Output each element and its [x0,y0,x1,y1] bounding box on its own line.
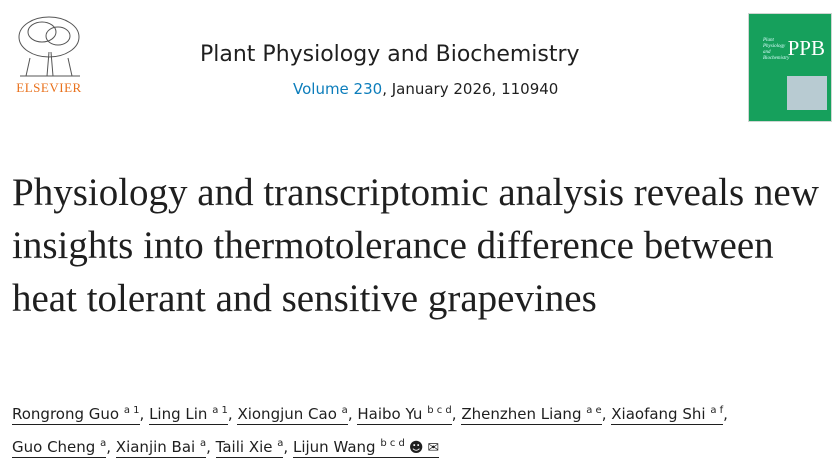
cover-text: PPB [787,36,825,60]
affiliation-sup: a 1 [123,405,140,416]
elsevier-tree-logo[interactable] [10,12,88,97]
author-link[interactable]: Rongrong Guo a 1 [12,405,140,425]
author-name: Lijun Wang [292,438,376,456]
author-name: Taili Xie [215,438,273,456]
author-name: Xiaofang Shi [611,405,706,423]
affiliation-sup: a [100,438,107,449]
author-link[interactable]: Xiaofang Shi a f [611,405,724,425]
author-name: Xiongjun Cao [237,405,337,423]
volume-link[interactable]: Volume 230 [293,80,383,98]
journal-title-link[interactable]: Plant Physiology and Biochemistry [200,42,580,67]
publisher-name: ELSEVIER [16,80,82,95]
issue-info: Volume 230, January 2026, 110940 [293,80,559,98]
envelope-icon: ✉ [427,440,440,456]
author-list: Rongrong Guo a 1, Ling Lin a 1, Xiongjun… [12,396,832,463]
author-link[interactable]: Xiongjun Cao a [237,405,348,425]
author-name: Xianjin Bai [115,438,196,456]
author-link[interactable]: Taili Xie a [215,438,284,458]
author-link[interactable]: Lijun Wang b c d ☻ ✉ [292,438,440,458]
affiliation-sup: a [341,405,348,416]
author-name: Guo Cheng [12,438,96,456]
author-link[interactable]: Guo Cheng a [12,438,107,458]
person-icon: ☻ [408,440,424,456]
author-link[interactable]: Xianjin Bai a [115,438,207,458]
author-link[interactable]: Ling Lin a 1 [149,405,228,425]
affiliation-sup: a [199,438,207,449]
affiliation-sup: a e [586,405,602,416]
journal-cover[interactable]: Plant Physiology and Biochemistry PPB [748,13,832,122]
author-name: Rongrong Guo [12,405,120,423]
affiliation-sup: a f [710,405,724,416]
affiliation-sup: b c d [427,405,452,416]
author-link[interactable]: Zhenzhen Liang a e [461,405,602,425]
cover-image [787,76,827,110]
author-name: Haibo Yu [357,405,423,423]
affiliation-sup: a 1 [212,405,228,416]
author-name: Zhenzhen Liang [461,405,582,423]
affiliation-sup: b c d [380,438,405,449]
affiliation-sup: a [277,438,284,449]
article-title: Physiology and transcriptomic analysis r… [12,171,819,320]
author-name: Ling Lin [149,405,208,423]
author-link[interactable]: Haibo Yu b c d [357,405,452,425]
